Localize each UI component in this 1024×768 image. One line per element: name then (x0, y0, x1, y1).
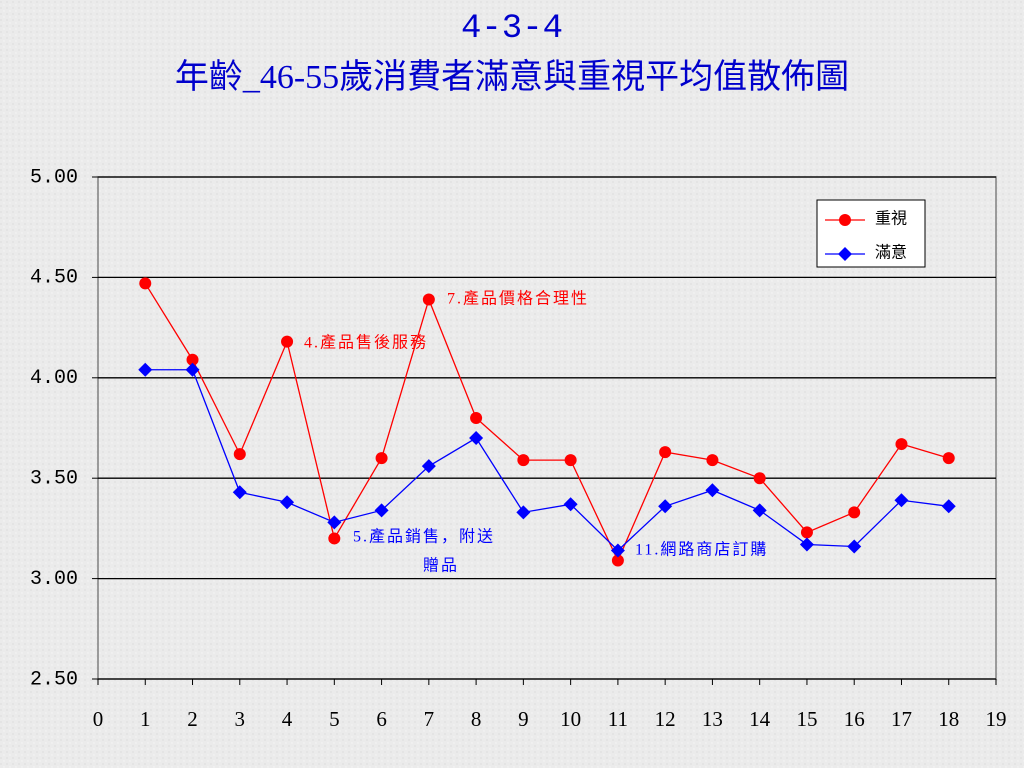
x-tick-label: 16 (844, 707, 865, 731)
legend-label: 滿意 (875, 243, 907, 262)
point (139, 277, 152, 290)
x-tick-label: 17 (891, 707, 912, 731)
point (894, 493, 909, 508)
point (706, 454, 719, 467)
x-tick-label: 10 (560, 707, 581, 731)
point (658, 499, 673, 514)
point (941, 499, 956, 514)
point (611, 554, 624, 567)
annotation: 7.產品價格合理性 (447, 290, 589, 308)
annotation: 5.產品銷售，附送 (353, 528, 495, 546)
point (280, 495, 295, 510)
point (659, 446, 672, 459)
point (516, 505, 531, 520)
legend-label: 重視 (875, 210, 907, 228)
series-line (144, 283, 949, 563)
x-tick-label: 2 (187, 707, 198, 731)
legend-box (816, 199, 926, 268)
point (185, 362, 200, 377)
point (800, 526, 813, 539)
point (374, 503, 389, 518)
x-tick-label: 6 (376, 707, 387, 731)
annotation: 11.網路商店訂購 (635, 541, 768, 559)
x-tick-label: 11 (608, 707, 628, 731)
x-tick-label: 4 (282, 707, 293, 731)
annotation: 4.產品售後服務 (304, 334, 428, 352)
point (610, 543, 625, 558)
legend-marker (838, 247, 852, 261)
point (564, 454, 577, 467)
x-tick-label: 1 (140, 707, 151, 731)
point (895, 438, 908, 451)
point (328, 532, 341, 545)
y-tick-label: 3.50 (30, 467, 78, 490)
point (563, 497, 578, 512)
x-tick-label: 8 (471, 707, 482, 731)
point (799, 537, 814, 552)
x-tick-label: 18 (938, 707, 959, 731)
x-tick-label: 13 (702, 707, 723, 731)
point (232, 485, 247, 500)
point (375, 452, 388, 465)
x-tick-label: 0 (93, 707, 104, 731)
point (138, 362, 153, 377)
point (848, 506, 861, 519)
point (422, 293, 435, 306)
point (752, 503, 767, 518)
point (847, 539, 862, 554)
series-line (145, 369, 949, 552)
chart-title: 4-3-4 (461, 10, 563, 48)
x-tick-label: 15 (796, 707, 817, 731)
point (705, 483, 720, 498)
x-tick-label: 3 (235, 707, 246, 731)
point (421, 459, 436, 474)
point (753, 472, 766, 485)
x-tick-label: 7 (424, 707, 435, 731)
x-tick-label: 19 (986, 707, 1007, 731)
chart-subtitle: 年齡_46-55歲消費者滿意與重視平均值散佈圖 (175, 58, 849, 96)
point (469, 431, 484, 446)
point (942, 452, 955, 465)
point (186, 353, 199, 366)
point (233, 448, 246, 461)
y-tick-label: 4.50 (30, 267, 78, 290)
x-tick-label: 14 (749, 707, 771, 731)
x-tick-label: 5 (329, 707, 340, 731)
annotation: 贈品 (423, 557, 459, 575)
y-tick-label: 3.00 (30, 568, 78, 591)
y-tick-label: 4.00 (30, 367, 78, 390)
point (327, 515, 342, 530)
legend-marker (839, 214, 851, 226)
y-tick-label: 5.00 (30, 166, 78, 189)
y-tick-label: 2.50 (30, 668, 78, 691)
point (470, 411, 483, 424)
point (517, 454, 530, 467)
x-tick-label: 12 (655, 707, 676, 731)
point (281, 335, 294, 348)
x-tick-label: 9 (518, 707, 529, 731)
